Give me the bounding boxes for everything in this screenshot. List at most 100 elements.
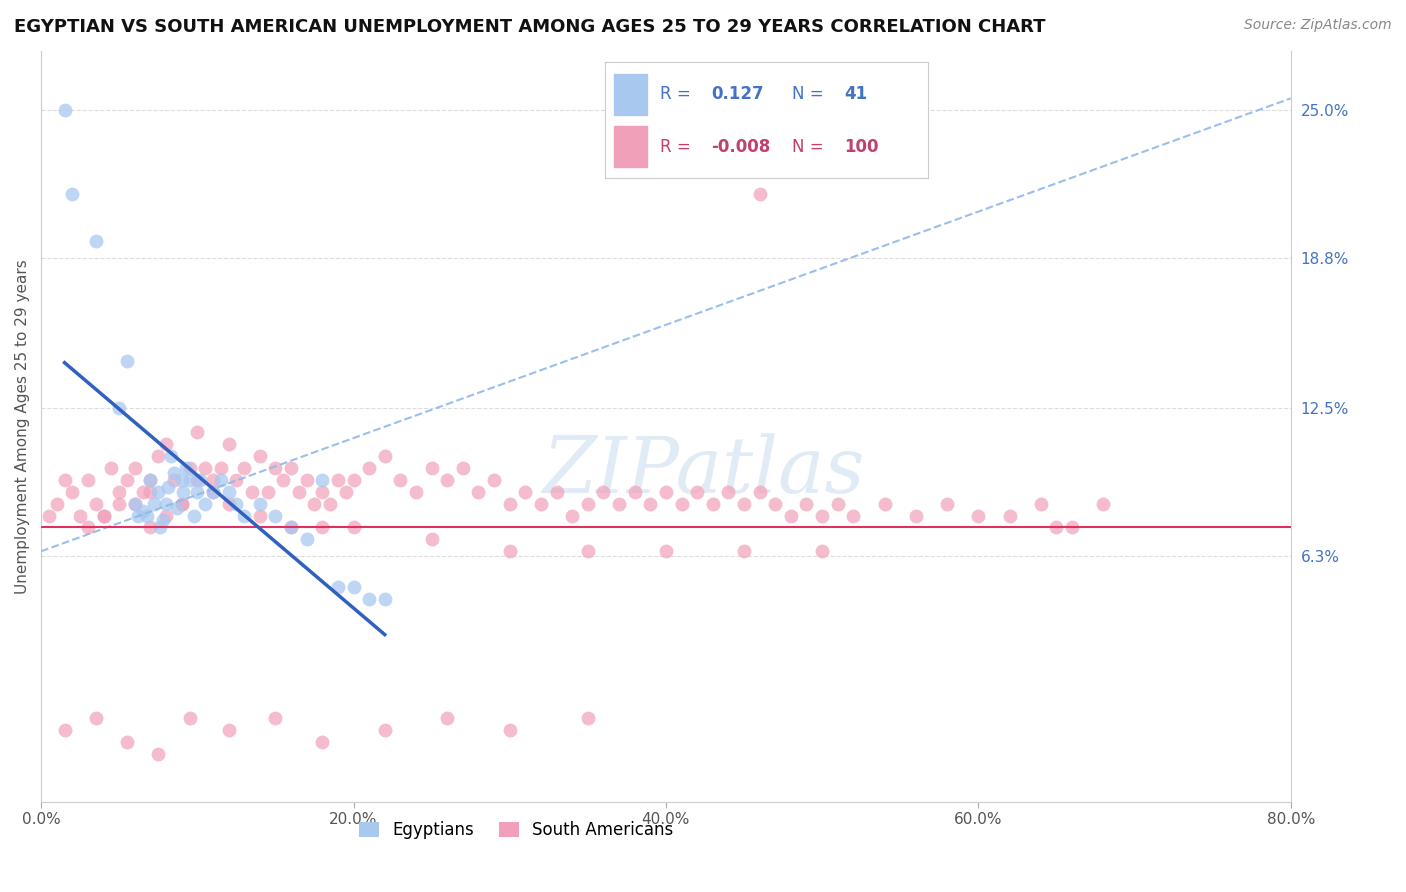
Point [209,460,232,475]
Point [163,473,186,487]
Point [546,484,568,499]
Point [256,484,278,499]
Point [780,508,803,523]
Text: R =: R = [659,86,690,103]
Point [576,497,599,511]
Text: N =: N = [792,86,824,103]
Point [186,484,208,499]
Point [249,508,271,523]
Point [374,723,396,737]
Point [515,484,537,499]
Point [139,484,162,499]
Point [655,484,678,499]
Point [873,497,896,511]
Point [155,437,177,451]
Point [53,473,76,487]
Point [53,723,76,737]
Point [389,473,412,487]
Point [576,711,599,725]
Point [108,401,131,416]
Point [967,508,990,523]
Point [1092,497,1115,511]
Point [233,460,256,475]
Point [811,544,834,558]
Point [827,497,849,511]
Point [149,520,172,534]
Point [186,425,208,439]
Point [201,484,224,499]
Text: 0.127: 0.127 [711,86,763,103]
Point [436,473,458,487]
Point [194,497,217,511]
Point [127,508,149,523]
Point [592,484,614,499]
Point [77,473,100,487]
Point [179,473,201,487]
Text: 100: 100 [844,137,879,155]
Point [748,186,770,201]
Point [84,711,107,725]
Point [115,473,138,487]
Point [155,497,177,511]
Point [172,484,194,499]
Text: EGYPTIAN VS SOUTH AMERICAN UNEMPLOYMENT AMONG AGES 25 TO 29 YEARS CORRELATION CH: EGYPTIAN VS SOUTH AMERICAN UNEMPLOYMENT … [14,18,1046,36]
Point [139,473,162,487]
Point [209,473,232,487]
Point [108,497,131,511]
Point [124,460,146,475]
Point [405,484,427,499]
Point [170,473,193,487]
Point [124,497,146,511]
Point [374,591,396,606]
Point [342,473,364,487]
Point [342,580,364,594]
Point [686,484,709,499]
Point [249,449,271,463]
Point [561,508,583,523]
Point [77,520,100,534]
Point [717,484,740,499]
Point [295,473,318,487]
Point [166,501,188,516]
Point [139,473,162,487]
Point [194,460,217,475]
Point [264,508,287,523]
Point [482,473,505,487]
Point [218,723,240,737]
Point [148,747,170,761]
Point [240,484,263,499]
Point [201,473,224,487]
Text: Source: ZipAtlas.com: Source: ZipAtlas.com [1244,18,1392,32]
Point [183,508,205,523]
Point [84,235,107,249]
Point [142,497,165,511]
Point [623,484,645,499]
Point [131,504,153,518]
Point [342,520,364,534]
Point [60,186,83,201]
Point [100,460,122,475]
Point [359,460,381,475]
Point [271,473,294,487]
Point [576,544,599,558]
Point [842,508,865,523]
Point [148,449,170,463]
Point [163,466,186,480]
Point [796,497,818,511]
Point [218,437,240,451]
Point [998,508,1021,523]
Bar [614,126,647,167]
Point [748,484,770,499]
Point [607,497,630,511]
Point [280,460,302,475]
Point [179,460,201,475]
Point [436,711,458,725]
Point [159,449,181,463]
Point [225,497,247,511]
Point [702,497,724,511]
Text: ZIPatlas: ZIPatlas [543,433,865,509]
Point [69,508,91,523]
Point [451,460,474,475]
Text: -0.008: -0.008 [711,137,770,155]
Point [733,497,755,511]
